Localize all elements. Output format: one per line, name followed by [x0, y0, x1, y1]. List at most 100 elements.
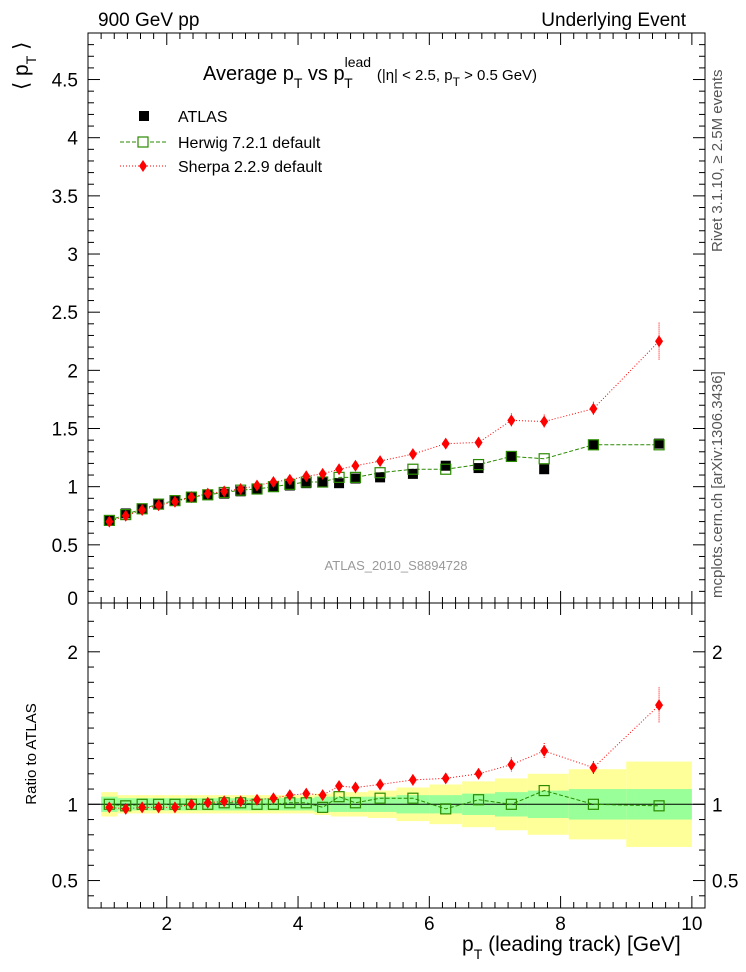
sherpa-ratio-point: [154, 801, 163, 814]
sherpa-ratio-point: [187, 798, 196, 811]
plot-title: Average pT vs plead T (|η| < 2.5, pT > 0.…: [203, 54, 537, 91]
ratio-plot-frame: [87, 602, 706, 909]
herwig-point: [472, 458, 485, 471]
herwig-ratio-point: [653, 800, 665, 812]
atlas-point: [588, 439, 599, 450]
legend-sherpa-label: Sherpa 2.2.9 default: [178, 159, 323, 176]
atlas-point: [301, 478, 312, 489]
herwig-point: [653, 439, 665, 451]
herwig-ratio-point: [587, 798, 600, 810]
legend-herwig-label: Herwig 7.2.1 default: [178, 135, 321, 152]
atlas-point: [506, 451, 517, 462]
sherpa-point: [408, 448, 417, 461]
sherpa-point: [351, 459, 360, 472]
main-y-tick-label: 1: [67, 478, 78, 499]
herwig-point: [440, 463, 452, 475]
sherpa-ratio-point: [474, 767, 483, 780]
herwig-ratio-point: [440, 803, 452, 815]
sherpa-point: [220, 485, 229, 498]
ratio-y-tick-label-right: 1: [712, 795, 723, 816]
x-tick-label: 4: [293, 914, 304, 935]
sherpa-point: [540, 415, 549, 428]
sherpa-point: [655, 335, 664, 348]
x-tick-label: 6: [424, 914, 435, 935]
herwig-line: [109, 444, 660, 521]
legend-atlas-label: ATLAS: [178, 109, 228, 126]
ratio-y-tick-label-right: 2: [712, 643, 723, 664]
sherpa-point: [236, 483, 245, 495]
sherpa-ratio-point: [203, 796, 212, 809]
ratio-y-tick-label: 2: [67, 643, 78, 664]
sherpa-point: [285, 473, 294, 486]
herwig-point: [374, 467, 386, 479]
sherpa-ratio-point: [236, 795, 245, 808]
atlas-point: [317, 477, 328, 488]
sherpa-ratio-point: [540, 744, 549, 757]
atlas-point: [350, 473, 361, 484]
sherpa-point: [318, 467, 327, 480]
sherpa-point: [154, 499, 163, 512]
sherpa-point: [105, 515, 114, 528]
atlas-point: [473, 463, 484, 474]
sherpa-point: [253, 479, 262, 492]
main-y-tick-label: 0: [67, 589, 78, 610]
atlas-point: [539, 464, 550, 475]
main-y-tick-label: 0.5: [52, 536, 78, 557]
sherpa-ratio-point: [655, 699, 664, 712]
sherpa-ratio-point: [253, 793, 262, 806]
legend-herwig-marker: [137, 136, 149, 148]
ratio-y-tick-label: 0.5: [52, 872, 78, 893]
rivet-label: Rivet 3.1.10, ≥ 2.5M events: [709, 70, 726, 253]
atlas-point: [334, 478, 345, 489]
sherpa-point: [589, 402, 598, 415]
sherpa-ratio-point: [335, 780, 344, 792]
herwig-ratio-point: [407, 792, 419, 804]
sherpa-ratio-point: [408, 773, 417, 786]
sherpa-ratio-point: [441, 772, 450, 785]
atlas-point: [440, 460, 451, 471]
herwig-ratio-point: [349, 797, 362, 809]
sherpa-ratio-point: [285, 789, 294, 802]
herwig-ratio-point: [505, 798, 517, 810]
ratio-y-label: Ratio to ATLAS: [23, 703, 40, 804]
herwig-point: [349, 471, 362, 483]
sherpa-ratio-point: [138, 801, 147, 814]
sherpa-ratio-point: [121, 802, 130, 815]
atlas-point: [654, 438, 665, 449]
x-tick-label: 8: [555, 914, 566, 935]
herwig-ratio-line: [109, 790, 660, 810]
sherpa-ratio-point: [302, 787, 311, 800]
sherpa-point: [507, 414, 516, 427]
herwig-ratio-point: [374, 792, 386, 804]
herwig-ratio-point: [472, 794, 485, 806]
sherpa-point: [203, 487, 212, 500]
main-y-tick-label: 2: [67, 361, 78, 382]
x-tick-label: 2: [161, 914, 172, 935]
sherpa-ratio-point: [318, 789, 327, 802]
sherpa-ratio-point: [376, 778, 385, 791]
x-tick-label: 10: [681, 914, 702, 935]
header-right: Underlying Event: [541, 10, 686, 31]
sherpa-ratio-point: [507, 758, 516, 771]
herwig-ratio-point: [317, 801, 329, 813]
sherpa-ratio-point: [351, 781, 360, 794]
plot-layers: 2 4 6 8 10 0.5 1 1.5 2 2.5 3 3.5 4 4.5 0 0.5 0.5 1 1 2 2: [52, 32, 738, 935]
sherpa-ratio-point: [170, 801, 179, 814]
ratio-y-tick-label-right: 0.5: [712, 872, 738, 893]
main-y-tick-label: 4.5: [52, 71, 78, 92]
herwig-point: [538, 453, 550, 465]
sherpa-ratio-point: [220, 795, 229, 808]
ratio-y-tick-label: 1: [67, 795, 78, 816]
legend-atlas-marker: [139, 111, 149, 121]
sherpa-ratio-point: [589, 761, 598, 774]
sherpa-ratio-point: [105, 801, 114, 814]
main-y-tick-label: 2.5: [52, 303, 78, 324]
legend: ATLAS Herwig 7.2.1 default Sherpa 2.2.9 …: [120, 109, 323, 176]
sherpa-point: [269, 476, 278, 489]
herwig-ratio-point: [538, 784, 550, 797]
main-y-label: ⟨ pT ⟩: [10, 42, 39, 90]
mcplots-label: mcplots.cern.ch [arXiv:1306.3436]: [709, 371, 726, 598]
sherpa-point: [170, 495, 179, 508]
sherpa-ratio-point: [269, 792, 278, 805]
